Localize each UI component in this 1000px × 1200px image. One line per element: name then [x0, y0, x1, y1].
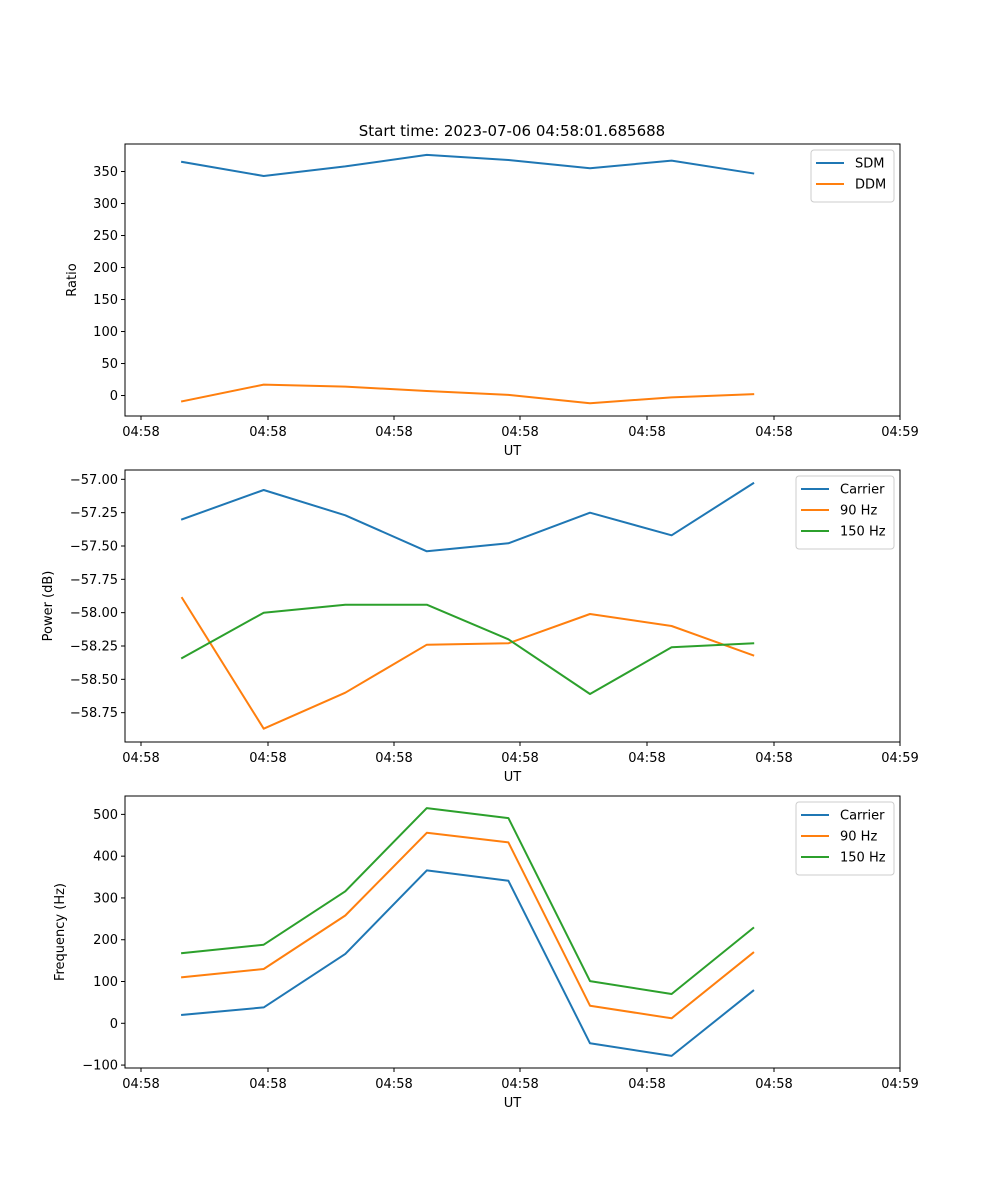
legend: SDM DDM: [810, 149, 895, 203]
legend-label: 150 Hz: [840, 851, 886, 866]
x-tick-label: 04:58: [501, 425, 538, 440]
x-axis-label: UT: [504, 770, 522, 785]
y-tick-label: −57.75: [70, 573, 118, 588]
x-tick-label: 04:58: [628, 751, 665, 766]
x-tick-label: 04:58: [375, 751, 412, 766]
legend-label: Carrier: [840, 483, 885, 498]
y-tick-label: −57.00: [70, 473, 118, 488]
legend: Carrier 90 Hz 150 Hz: [795, 475, 895, 550]
x-tick-label: 04:59: [881, 425, 918, 440]
series-line-90-hz: [180, 596, 755, 730]
y-tick-label: 300: [93, 197, 118, 212]
y-axis-label: Power (dB): [41, 571, 56, 642]
y-tick-label: 400: [93, 850, 118, 865]
y-tick-label: 100: [93, 325, 118, 340]
y-tick-label: −58.25: [70, 640, 118, 655]
legend-label: DDM: [855, 178, 886, 193]
series-line-carrier: [181, 869, 755, 1057]
x-tick-label: 04:58: [249, 1077, 286, 1092]
y-tick-label: −58.00: [70, 606, 118, 621]
y-tick-label: 500: [93, 808, 118, 823]
x-tick-label: 04:58: [249, 425, 286, 440]
series-line-sdm: [180, 153, 755, 177]
x-tick-label: 04:58: [501, 1077, 538, 1092]
x-axis-label: UT: [504, 444, 522, 459]
y-tick-label: −100: [82, 1059, 118, 1074]
x-tick-label: 04:58: [628, 425, 665, 440]
y-tick-label: 250: [93, 229, 118, 244]
axes-frame: [124, 469, 901, 743]
x-tick-label: 04:58: [122, 751, 159, 766]
panel-2: −58.75 −58.50 −58.25 −58.00 −57.75 −57.50 −57.…: [41, 469, 919, 785]
series-line-ddm: [180, 383, 755, 405]
y-tick-label: 200: [93, 261, 118, 276]
y-tick-label: 50: [101, 357, 118, 372]
series-line-90-hz: [181, 831, 755, 1020]
x-tick-label: 04:58: [501, 751, 538, 766]
x-tick-label: 04:58: [122, 1077, 159, 1092]
y-tick-label: 0: [110, 389, 118, 404]
x-tick-label: 04:58: [628, 1077, 665, 1092]
x-tick-label: 04:59: [881, 751, 918, 766]
x-tick-label: 04:58: [249, 751, 286, 766]
x-tick-label: 04:58: [122, 425, 159, 440]
legend: Carrier 90 Hz 150 Hz: [795, 801, 895, 876]
legend-label: 90 Hz: [840, 830, 877, 845]
x-tick-label: 04:58: [755, 1077, 792, 1092]
y-tick-label: 0: [110, 1017, 118, 1032]
x-tick-label: 04:58: [375, 1077, 412, 1092]
legend-label: 150 Hz: [840, 525, 886, 540]
figure-title: Start time: 2023-07-06 04:58:01.685688: [359, 122, 665, 140]
y-tick-label: −57.50: [70, 540, 118, 555]
series-line-carrier: [180, 481, 755, 553]
panel-3: −100 0 100 200 300 400 500 04:58 04:58 04:58 04:58…: [53, 795, 919, 1111]
series-line-150-hz: [181, 807, 755, 995]
x-tick-label: 04:58: [755, 751, 792, 766]
y-tick-label: −58.75: [70, 706, 118, 721]
x-axis-label: UT: [504, 1096, 522, 1111]
y-axis-label: Ratio: [65, 263, 80, 296]
x-tick-label: 04:59: [881, 1077, 918, 1092]
y-tick-label: 150: [93, 293, 118, 308]
y-tick-label: −57.25: [70, 506, 118, 521]
axes-frame: [124, 143, 901, 417]
y-tick-label: 350: [93, 165, 118, 180]
legend-label: 90 Hz: [840, 504, 877, 519]
y-tick-label: 200: [93, 933, 118, 948]
y-axis-label: Frequency (Hz): [53, 883, 68, 981]
panel-1: 0 50 100 150 200 250 300 350 04:58 04:58 04:58 04:5…: [65, 143, 919, 459]
x-tick-label: 04:58: [375, 425, 412, 440]
y-tick-label: 300: [93, 891, 118, 906]
y-tick-label: −58.50: [70, 673, 118, 688]
y-tick-label: 100: [93, 975, 118, 990]
axes-frame: [124, 795, 901, 1069]
legend-label: SDM: [855, 157, 884, 172]
legend-label: Carrier: [840, 809, 885, 824]
x-tick-label: 04:58: [755, 425, 792, 440]
series-line-150-hz: [180, 603, 755, 695]
